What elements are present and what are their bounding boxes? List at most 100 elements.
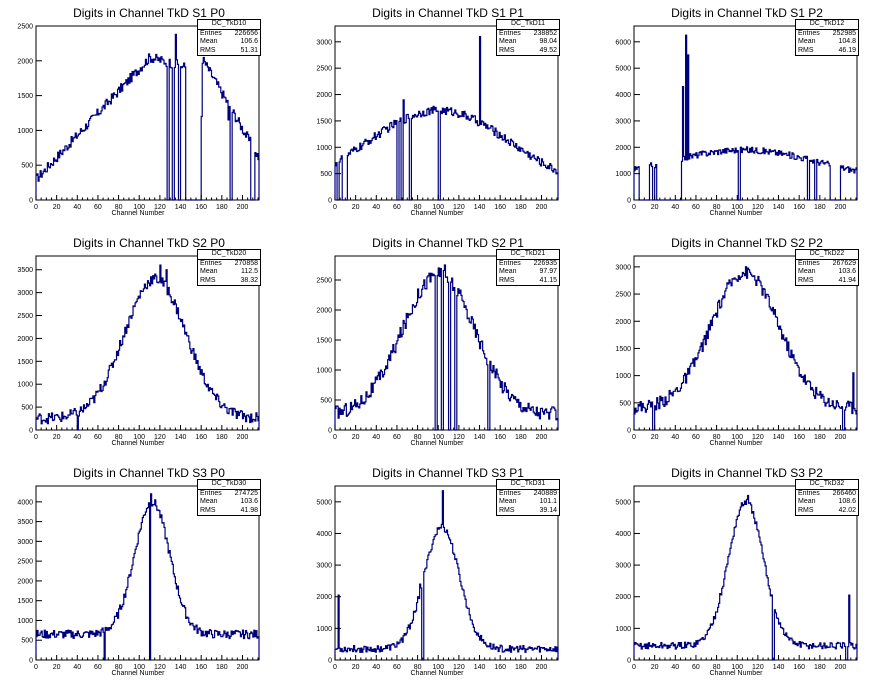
stats-label: Entries	[798, 259, 820, 267]
stats-label: Entries	[200, 259, 222, 267]
stats-value: 240889	[533, 489, 557, 497]
histogram-panel: Digits in Channel TkD S1 P2 0 20 40 60 80 100 1…	[598, 0, 896, 230]
stats-row-entries: Entries 238852	[497, 30, 559, 39]
x-tick-label: 20	[651, 204, 659, 211]
x-tick-label: 200	[536, 664, 548, 671]
histogram-series	[35, 493, 260, 661]
histogram-plot: 0 20 40 60 80 100 120 140 160 180 2000100020003000…	[316, 485, 559, 671]
histogram-series	[633, 34, 858, 201]
stats-value: 103.6	[240, 498, 258, 505]
stats-row-rms: RMS 39.14	[497, 507, 559, 516]
stats-label: RMS	[798, 506, 814, 514]
x-tick-label: 160	[793, 434, 805, 441]
y-tick-label: 3000	[316, 39, 332, 46]
x-tick-label: 20	[352, 204, 360, 211]
stats-box: DC_TkD11 Entries 238852 Mean 98.04 RMS 49.52	[496, 19, 560, 56]
stats-box: DC_TkD20 Entries 270858 Mean 112.5 RMS 38.32	[197, 249, 261, 286]
stats-row-mean: Mean 104.8	[796, 38, 858, 47]
stats-label: Entries	[798, 489, 820, 497]
x-tick-label: 60	[393, 204, 401, 211]
y-tick-label: 0	[29, 428, 33, 435]
histogram-panel: Digits in Channel TkD S1 P0 0 20 40 60 80 100 1…	[0, 0, 298, 230]
y-tick-label: 0	[328, 428, 332, 435]
y-tick-label: 500	[21, 638, 33, 645]
x-tick-label: 0	[632, 204, 636, 211]
x-tick-label: 140	[175, 204, 187, 211]
y-tick-label: 3000	[615, 563, 631, 570]
histogram-plot: 0 20 40 60 80 100 120 140 160 180 2000500100015002…	[316, 255, 559, 441]
y-tick-label: 3000	[615, 118, 631, 125]
stats-row-mean: Mean 98.04	[497, 38, 559, 47]
stats-row-rms: RMS 38.32	[198, 277, 260, 286]
stats-value: 97.97	[539, 268, 557, 275]
x-tick-label: 20	[352, 664, 360, 671]
stats-label: Mean	[798, 498, 816, 505]
x-tick-label: 200	[835, 434, 847, 441]
x-tick-label: 140	[474, 434, 486, 441]
y-tick-label: 1500	[316, 338, 332, 345]
stats-value: 101.1	[539, 498, 557, 505]
histogram-panel: Digits in Channel TkD S2 P1 0 20 40 60 80 100 1…	[299, 230, 597, 460]
x-tick-label: 40	[671, 204, 679, 211]
stats-row-rms: RMS 49.52	[497, 47, 559, 56]
stats-name: DC_TkD31	[497, 480, 559, 490]
x-tick-label: 100	[731, 434, 743, 441]
histogram-series	[633, 266, 858, 431]
x-axis-label: Channel Number	[111, 210, 165, 217]
y-tick-label: 4000	[316, 531, 332, 538]
x-tick-label: 40	[372, 664, 380, 671]
y-tick-label: 0	[627, 428, 631, 435]
histogram-plot: 0 20 40 60 80 100 120 140 160 180 2000500100015002…	[17, 255, 260, 441]
y-tick-label: 3500	[17, 267, 33, 274]
histogram-panel: Digits in Channel TkD S3 P2 0 20 40 60 80 100 1…	[598, 460, 896, 690]
x-tick-label: 100	[133, 664, 145, 671]
x-tick-label: 80	[115, 204, 123, 211]
y-tick-label: 2500	[316, 278, 332, 285]
stats-value: 267629	[832, 259, 856, 267]
stats-label: Mean	[798, 268, 816, 275]
x-tick-label: 20	[53, 204, 61, 211]
y-tick-label: 4000	[615, 92, 631, 99]
x-tick-label: 100	[432, 204, 444, 211]
x-tick-label: 40	[73, 204, 81, 211]
y-tick-label: 1000	[17, 128, 33, 135]
x-tick-label: 160	[793, 204, 805, 211]
chart-title: Digits in Channel TkD S2 P2	[671, 236, 823, 250]
y-tick-label: 3000	[316, 563, 332, 570]
y-tick-label: 1000	[615, 373, 631, 380]
y-tick-label: 0	[627, 198, 631, 205]
y-tick-label: 2000	[316, 308, 332, 315]
stats-label: Entries	[798, 29, 820, 37]
y-tick-label: 1500	[17, 598, 33, 605]
x-tick-label: 0	[34, 204, 38, 211]
stats-value: 108.6	[838, 498, 856, 505]
histogram-plot: 0 20 40 60 80 100 120 140 160 180 2000100020003000…	[615, 25, 858, 211]
x-tick-label: 200	[536, 204, 548, 211]
y-tick-label: 1000	[316, 626, 332, 633]
chart-title: Digits in Channel TkD S1 P1	[372, 6, 524, 20]
x-tick-label: 100	[432, 664, 444, 671]
stats-label: Entries	[200, 489, 222, 497]
stats-box: DC_TkD10 Entries 226656 Mean 106.6 RMS 51.31	[197, 19, 261, 56]
stats-row-entries: Entries 274725	[198, 490, 260, 499]
x-tick-label: 80	[414, 204, 422, 211]
chart-title: Digits in Channel TkD S2 P1	[372, 236, 524, 250]
stats-value: 274725	[234, 489, 258, 497]
y-tick-label: 1000	[615, 171, 631, 178]
y-tick-label: 0	[29, 198, 33, 205]
x-tick-label: 60	[393, 434, 401, 441]
plot-frame	[35, 485, 260, 661]
x-tick-label: 180	[814, 204, 826, 211]
stats-label: Mean	[499, 268, 517, 275]
stats-box: DC_TkD12 Entries 252985 Mean 104.8 RMS 46.19	[795, 19, 859, 56]
stats-value: 252985	[832, 29, 856, 37]
y-tick-label: 2000	[615, 594, 631, 601]
stats-value: 106.6	[240, 38, 258, 45]
chart-title: Digits in Channel TkD S3 P0	[73, 466, 225, 480]
stats-value: 38.32	[240, 276, 258, 284]
x-tick-label: 180	[216, 204, 228, 211]
x-tick-label: 40	[671, 434, 679, 441]
x-tick-label: 100	[133, 434, 145, 441]
histogram-panel: Digits in Channel TkD S2 P0 0 20 40 60 80 100 1…	[0, 230, 298, 460]
stats-value: 103.6	[838, 268, 856, 275]
